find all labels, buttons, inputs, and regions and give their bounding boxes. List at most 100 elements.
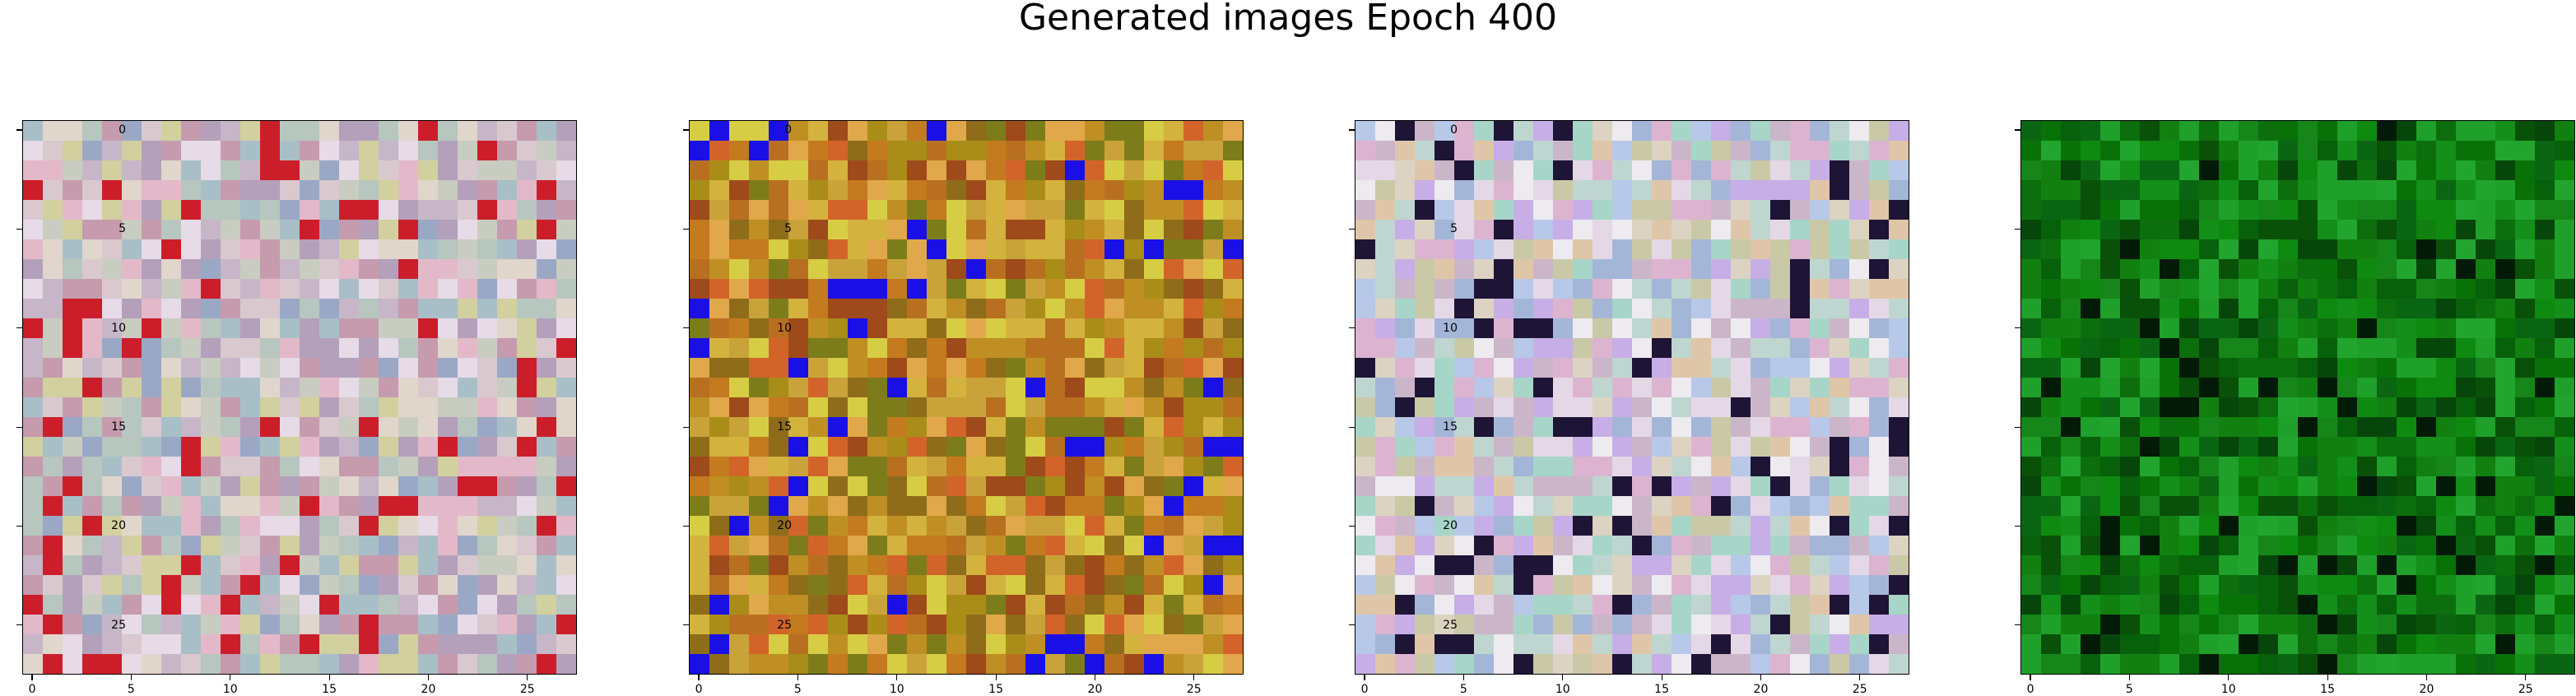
image-pixel: [2397, 358, 2417, 378]
image-pixel: [1183, 437, 1204, 457]
image-pixel: [161, 259, 182, 280]
image-pixel: [477, 615, 498, 635]
image-pixel: [769, 358, 789, 378]
image-pixel: [2456, 654, 2476, 674]
image-pixel: [1124, 141, 1145, 161]
image-pixel: [63, 516, 83, 536]
image-pixel: [1849, 476, 1870, 497]
image-pixel: [2278, 220, 2299, 240]
image-pixel: [2061, 417, 2081, 438]
image-pixel: [966, 200, 987, 220]
image-pixel: [2239, 121, 2259, 142]
image-pixel: [2555, 220, 2574, 240]
image-pixel: [1203, 299, 1224, 319]
image-pixel: [690, 555, 710, 576]
image-pixel: [1203, 536, 1224, 556]
image-pixel: [1006, 615, 1026, 635]
image-pixel: [102, 536, 123, 556]
image-pixel: [2160, 220, 2180, 240]
image-pixel: [359, 160, 379, 181]
image-pixel: [240, 318, 261, 339]
image-pixel: [2555, 239, 2574, 260]
image-pixel: [280, 496, 300, 517]
image-pixel: [2357, 299, 2378, 319]
image-pixel: [1124, 318, 1145, 339]
image-pixel: [2160, 180, 2180, 201]
image-pixel: [2081, 496, 2101, 517]
image-pixel: [2456, 318, 2476, 339]
image-pixel: [2337, 200, 2358, 220]
image-pixel: [2456, 496, 2476, 517]
image-pixel: [438, 239, 458, 260]
image-pixel: [2239, 595, 2259, 615]
image-pixel: [808, 496, 829, 517]
image-pixel: [1104, 220, 1125, 240]
image-pixel: [438, 476, 458, 497]
image-pixel: [2021, 536, 2042, 556]
image-pixel: [497, 595, 518, 615]
image-pixel: [848, 299, 868, 319]
image-pixel: [1085, 457, 1105, 477]
image-pixel: [1790, 654, 1811, 674]
image-pixel: [1533, 536, 1554, 556]
image-pixel: [2495, 160, 2516, 181]
image-pixel: [240, 279, 261, 299]
image-pixel: [2278, 516, 2299, 536]
image-pixel: [2021, 338, 2042, 359]
image-pixel: [2041, 457, 2062, 477]
image-pixel: [1025, 555, 1046, 576]
image-pixel: [2318, 160, 2338, 181]
image-pixel: [709, 476, 730, 497]
image-pixel: [1553, 121, 1574, 142]
image-pixel: [23, 417, 44, 438]
image-pixel: [2021, 595, 2042, 615]
image-pixel: [1652, 200, 1672, 220]
image-pixel: [458, 160, 478, 181]
image-pixel: [1434, 575, 1455, 596]
image-pixel: [280, 259, 300, 280]
image-pixel: [477, 180, 498, 201]
image-pixel: [300, 615, 320, 635]
image-pixel: [1514, 378, 1534, 398]
image-pixel: [1395, 121, 1416, 142]
image-pixel: [1790, 299, 1811, 319]
image-pixel: [1889, 180, 1909, 201]
image-pixel: [379, 437, 399, 457]
image-pixel: [1474, 318, 1495, 339]
image-pixel: [1711, 516, 1732, 536]
image-pixel: [339, 397, 360, 418]
image-pixel: [2337, 259, 2358, 280]
image-pixel: [1223, 279, 1243, 299]
image-pixel: [1454, 555, 1475, 576]
image-pixel: [1454, 160, 1475, 181]
image-pixel: [1810, 397, 1830, 418]
image-pixel: [2258, 575, 2279, 596]
image-pixel: [497, 634, 518, 655]
image-pixel: [517, 496, 537, 517]
image-pixel: [690, 259, 710, 280]
image-pixel: [1810, 141, 1830, 161]
image-pixel: [1223, 239, 1243, 260]
image-pixel: [497, 338, 518, 359]
image-pixel: [1751, 378, 1771, 398]
image-pixel: [690, 160, 710, 181]
image-pixel: [1395, 536, 1416, 556]
image-pixel: [1006, 417, 1026, 438]
image-pixel: [2219, 121, 2239, 142]
image-pixel: [690, 180, 710, 201]
image-pixel: [142, 615, 162, 635]
image-pixel: [2041, 615, 2062, 635]
image-pixel: [1104, 496, 1125, 517]
image-pixel: [2416, 555, 2437, 576]
image-pixel: [2357, 654, 2378, 674]
image-pixel: [2555, 536, 2574, 556]
image-pixel: [966, 615, 987, 635]
image-pixel: [43, 299, 63, 319]
image-pixel: [709, 634, 730, 655]
image-pixel: [517, 575, 537, 596]
image-pixel: [1731, 358, 1751, 378]
image-pixel: [986, 200, 1007, 220]
image-pixel: [2337, 634, 2358, 655]
image-pixel: [2515, 200, 2536, 220]
image-pixel: [43, 378, 63, 398]
